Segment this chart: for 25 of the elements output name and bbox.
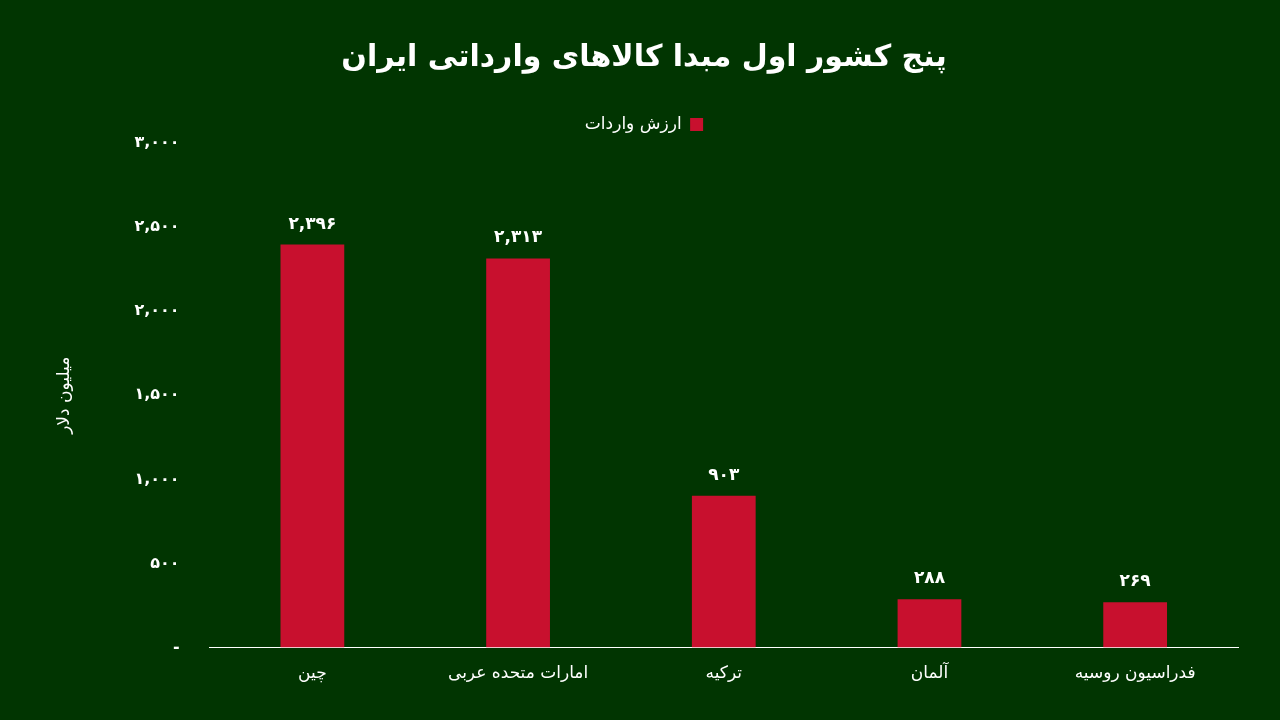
x-tick-label: ترکیه [705,662,743,683]
x-tick-label: آلمان [910,661,950,683]
legend-label: ارزش واردات [584,112,682,133]
bar [280,244,345,648]
y-tick-label: ۵۰۰ [150,552,180,572]
bar [1103,602,1168,648]
bar [486,258,550,648]
y-tick-label: ۲,۵۰۰ [134,216,180,236]
data-label: ۲۸۸ [913,567,946,588]
y-axis-title: میلیون دلار [52,356,73,435]
y-tick-label: ۱,۵۰۰ [134,384,180,404]
x-tick-label: فدراسیون روسیه [1074,662,1196,683]
data-label: ۲,۳۹۶ [288,212,337,233]
bar [691,495,756,648]
x-tick-label: چین [298,662,327,684]
y-tick-label: - [172,636,180,656]
y-tick-label: ۱,۰۰۰ [134,468,180,488]
y-tick-label: ۳,۰۰۰ [134,132,180,152]
data-label: ۹۰۳ [708,463,740,484]
data-label: ۲۶۹ [1119,570,1152,591]
chart-title: پنج کشور اول مبدا کالاهای وارداتی ایران [341,37,947,74]
data-label: ۲,۳۱۳ [494,226,543,247]
bar [897,599,962,648]
x-tick-label: امارات متحده عربی [447,662,589,683]
y-tick-label: ۲,۰۰۰ [134,300,180,320]
